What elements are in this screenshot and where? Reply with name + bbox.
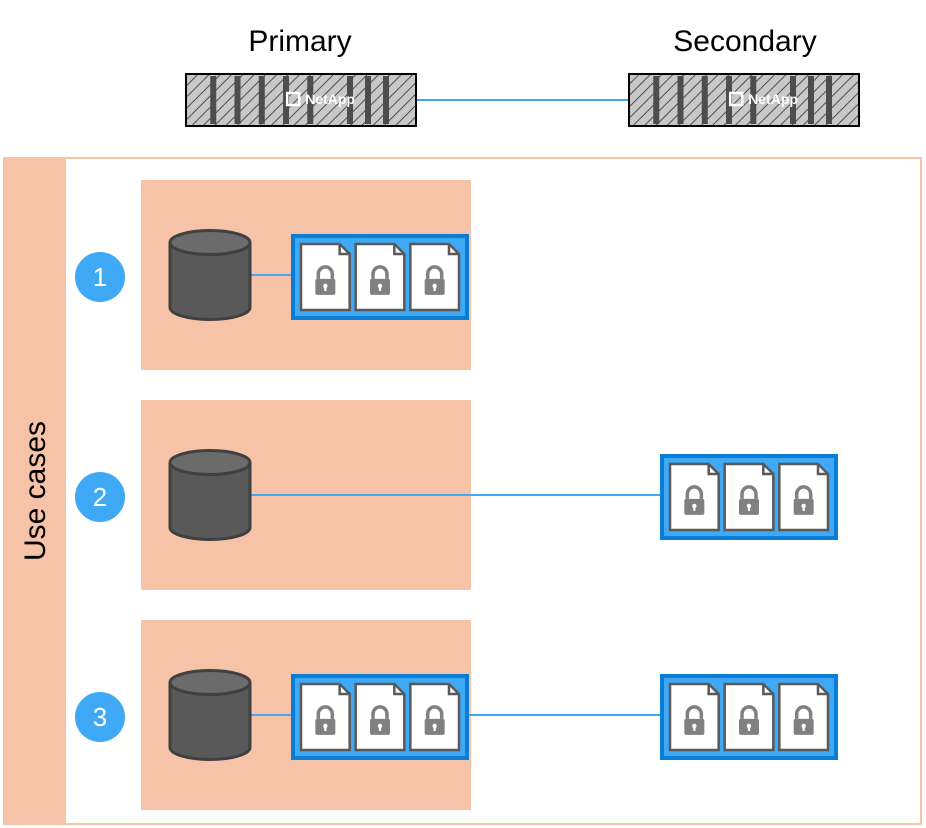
usecase-badge: 3	[75, 692, 125, 742]
primary-label: Primary	[248, 25, 351, 58]
usecase-row-2-database-icon	[170, 451, 250, 540]
usecase-badge: 1	[75, 252, 125, 302]
netapp-logo-text: NetApp	[305, 91, 355, 107]
primary-storage-appliance: NetApp	[186, 74, 416, 126]
usecase-row-3-database-icon	[170, 671, 250, 760]
usecases-title: Use cases	[19, 421, 52, 561]
usecase-row-2-snapshot-1	[662, 456, 836, 538]
usecase-number: 3	[93, 702, 107, 732]
secondary-storage-appliance: NetApp	[629, 74, 859, 126]
usecase-row-1-database-icon	[170, 231, 250, 320]
usecase-badge: 2	[75, 472, 125, 522]
secondary-label: Secondary	[673, 25, 816, 58]
netapp-logo-text: NetApp	[748, 91, 798, 107]
usecase-row-3-snapshot-1	[293, 676, 467, 758]
usecase-row-3-snapshot-2	[662, 676, 836, 758]
usecase-number: 1	[93, 262, 107, 292]
usecase-row-1-snapshot-1	[293, 236, 467, 318]
usecase-number: 2	[93, 482, 107, 512]
